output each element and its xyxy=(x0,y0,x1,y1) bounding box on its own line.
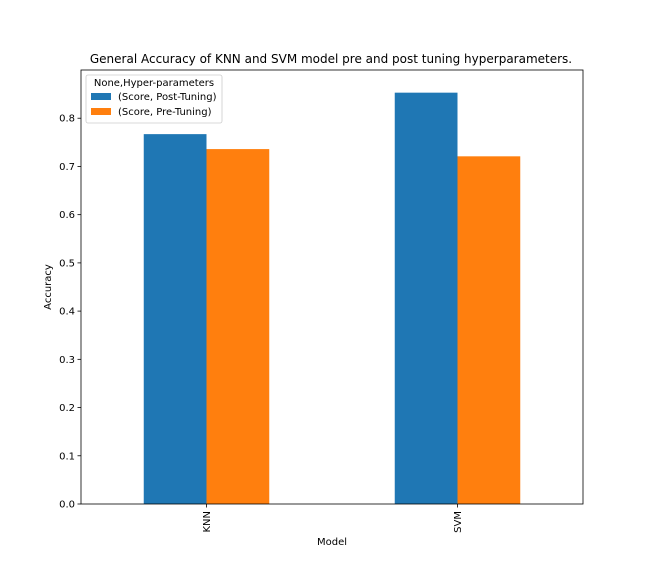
y-tick-label: 0.1 xyxy=(59,451,75,462)
legend-box xyxy=(85,74,223,124)
y-tick-label: 0.6 xyxy=(59,210,75,221)
legend-entry-label: (Score, Post-Tuning) xyxy=(118,92,217,103)
bar-knn-pre-tuning xyxy=(206,149,270,504)
legend-swatch xyxy=(91,108,111,115)
x-tick-label-svm: SVM xyxy=(453,511,464,533)
y-tick-label: 0.3 xyxy=(59,355,75,366)
bar-svm-post-tuning xyxy=(394,92,458,505)
x-tick-label-knn: KNN xyxy=(202,511,213,533)
bar-knn-post-tuning xyxy=(143,134,207,504)
axes-frame xyxy=(80,69,584,505)
y-tick-label: 0.8 xyxy=(59,114,75,125)
bar-svm-pre-tuning xyxy=(457,156,521,504)
y-tick-label: 0.0 xyxy=(59,500,75,511)
x-axis-label: Model xyxy=(317,537,347,548)
legend-items: (Score, Post-Tuning) (Score, Pre-Tuning) xyxy=(91,92,217,118)
y-axis-label: Accuracy xyxy=(43,264,54,310)
chart-title: General Accuracy of KNN and SVM model pr… xyxy=(90,52,572,66)
y-tick-label: 0.5 xyxy=(59,258,75,269)
y-axis: 0.0 0.1 0.2 0.3 0.4 0.5 0.6 0.7 0.8 xyxy=(59,114,81,511)
x-axis: KNN SVM xyxy=(202,504,464,533)
legend: None,Hyper-parameters (Score, Post-Tunin… xyxy=(85,74,223,124)
legend-entry-label: (Score, Pre-Tuning) xyxy=(118,107,212,118)
legend-swatch xyxy=(91,93,111,100)
y-tick-label: 0.2 xyxy=(59,403,75,414)
y-tick-label: 0.4 xyxy=(59,307,75,318)
legend-title: None,Hyper-parameters xyxy=(94,78,214,89)
bars xyxy=(143,92,521,505)
y-tick-label: 0.7 xyxy=(59,162,75,173)
